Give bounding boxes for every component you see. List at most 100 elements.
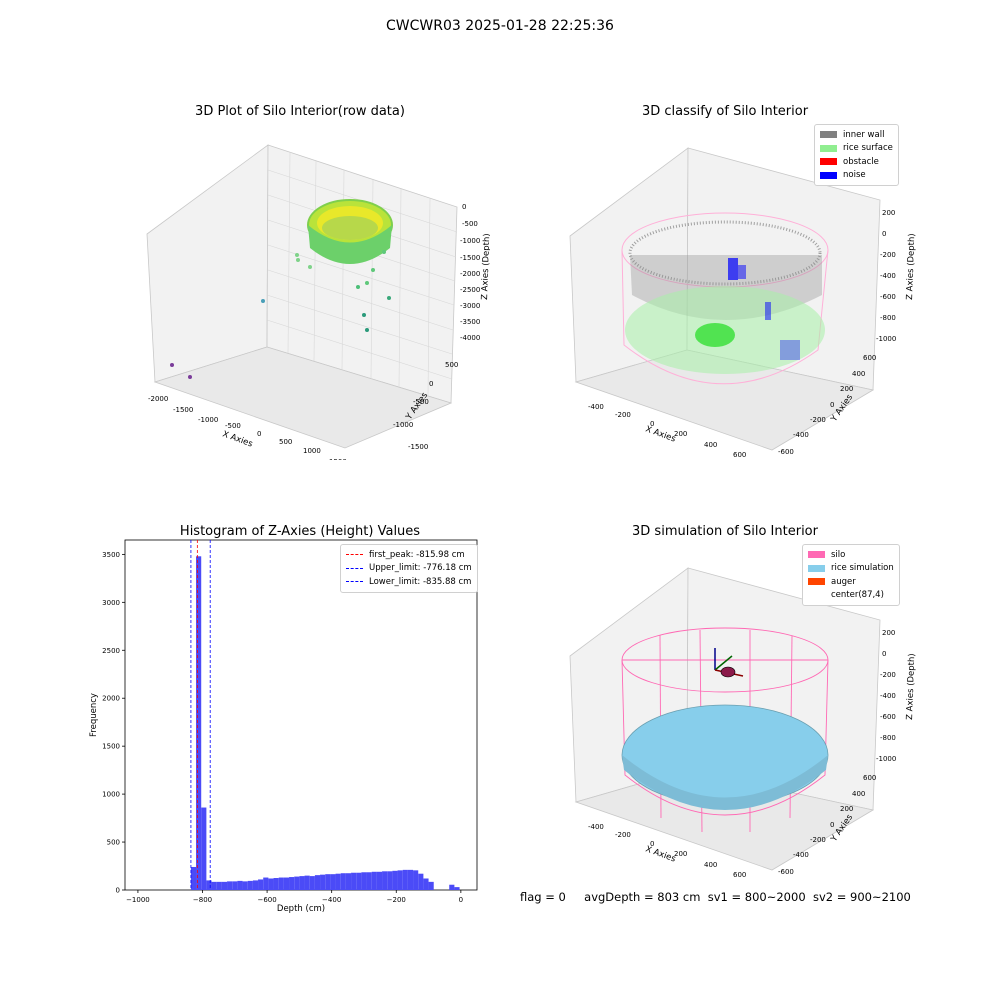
histogram-bar: [227, 881, 233, 890]
histogram-bar: [397, 870, 403, 890]
histogram-bar: [216, 881, 222, 890]
y-tick-label: 1000: [102, 791, 120, 799]
histogram-bar: [428, 881, 434, 890]
auger-axis-y: [714, 655, 733, 671]
rice-simulation-surface: [621, 704, 829, 810]
histogram-bar: [211, 881, 217, 890]
z-tick-label: -2500: [460, 286, 480, 294]
auger-body: [720, 666, 736, 678]
sv2-text: sv2 = 900~2100: [812, 890, 911, 904]
outlier-point: [362, 313, 366, 317]
histogram-bar: [304, 875, 310, 890]
outlier-point: [387, 296, 391, 300]
histogram-bar: [392, 870, 398, 890]
histogram-bar: [402, 869, 408, 890]
legend-label: Lower_limit: -835.88 cm: [369, 576, 472, 587]
histogram-bar: [335, 873, 341, 890]
sv1-text: sv1 = 800~2000: [707, 890, 806, 904]
z-tick-label: -3500: [460, 318, 480, 326]
histogram-bar: [407, 869, 414, 890]
x-ticks: −1000 −800 −600 −400 −200 0: [126, 890, 463, 904]
legend-swatch: [820, 158, 837, 166]
x-tick-label: −1000: [126, 896, 150, 904]
z-tick-label: -400: [880, 272, 896, 280]
auger-marker: [714, 648, 744, 678]
y-tick-label: 400: [852, 790, 865, 798]
rice-surface-core: [695, 323, 735, 347]
legend-label: Upper_limit: -776.18 cm: [369, 563, 472, 574]
rice-simulation-edge: [622, 755, 828, 810]
x-axis-label: Depth (cm): [277, 904, 325, 914]
rice-surface-points: [625, 286, 825, 374]
plot-frame: [124, 539, 478, 891]
y-tick-label: -1000: [393, 421, 413, 429]
legend-label: rice simulation: [831, 563, 894, 574]
y-axis-label: Frequency: [89, 693, 99, 737]
flag-text: flag = 0: [520, 890, 566, 904]
z-tick-label: -500: [462, 220, 478, 228]
y-tick-label: -600: [778, 868, 794, 876]
legend-item: obstacle: [820, 155, 893, 169]
x-tick-label: -2000: [148, 395, 168, 403]
legend-item: rice surface: [820, 142, 893, 156]
x-axis-label: X Axies: [644, 844, 677, 864]
x-tick-label: −800: [193, 896, 212, 904]
x-tick-label: 600: [733, 451, 746, 459]
y-tick-label: 600: [863, 774, 876, 782]
y-tick-label: 0: [429, 380, 433, 388]
y-tick-label: 0: [830, 401, 834, 409]
y-tick-label: -200: [810, 416, 826, 424]
legend-item: noise: [820, 169, 893, 183]
histogram-bar: [258, 879, 264, 890]
status-footer: flag = 0 avgDepth = 803 cm sv1 = 800~200…: [520, 890, 911, 904]
histogram-bar: [356, 872, 362, 890]
outlier-point: [365, 281, 369, 285]
z-tick-label: -1000: [876, 755, 896, 763]
histogram-legend: first_peak: -815.98 cm Upper_limit: -776…: [340, 544, 478, 593]
histogram-bar: [423, 878, 429, 890]
histogram-bar: [314, 875, 321, 890]
histogram-bar: [196, 556, 202, 890]
outlier-point: [261, 299, 265, 303]
histogram-bar: [387, 871, 393, 890]
x-tick-label: 400: [704, 861, 717, 869]
legend-label: auger: [831, 576, 856, 587]
histogram-bar: [278, 877, 284, 890]
y-tick-label: 0: [116, 887, 120, 895]
legend-label: silo: [831, 549, 846, 560]
silo-outline: [621, 249, 829, 385]
x-tick-label: -200: [615, 831, 631, 839]
y-tick-label: -400: [793, 431, 809, 439]
histogram-bar: [252, 880, 259, 890]
x-tick-label: -200: [615, 411, 631, 419]
classify-legend: inner wall rice surface obstacle noise: [814, 124, 899, 186]
left-pane: [146, 144, 269, 383]
histogram-bar: [325, 874, 331, 890]
x-tick-label: −200: [387, 896, 406, 904]
z-tick-label: -3000: [460, 302, 480, 310]
outlier-point: [188, 375, 192, 379]
legend-item: Lower_limit: -835.88 cm: [346, 575, 472, 589]
z-tick-label: -1000: [460, 237, 480, 245]
legend-swatch: [820, 144, 837, 152]
legend-swatch: [820, 131, 837, 139]
legend-swatch: [346, 554, 363, 556]
simulation-legend: silo rice simulation auger center(87,4): [802, 544, 900, 606]
z-tick-label: -4000: [460, 334, 480, 342]
x-tick-label: 600: [733, 871, 746, 879]
noise-cluster: [780, 340, 800, 360]
y-tick-label: 200: [840, 805, 853, 813]
y-tick-label: 3500: [102, 551, 120, 559]
x-tick-label: −400: [322, 896, 341, 904]
panes: [146, 144, 458, 449]
panel2-title: 3D classify of Silo Interior: [641, 104, 809, 119]
z-tick-label: 0: [882, 650, 886, 658]
histogram-bar: [299, 876, 305, 890]
outlier-point: [170, 363, 174, 367]
z-tick-label: -800: [880, 734, 896, 742]
outlier-point: [365, 328, 369, 332]
panel4-title: 3D simulation of Silo Interior: [632, 524, 818, 539]
silo-body: [621, 659, 829, 816]
legend-swatch: [808, 592, 825, 599]
legend-item: inner wall: [820, 128, 893, 142]
